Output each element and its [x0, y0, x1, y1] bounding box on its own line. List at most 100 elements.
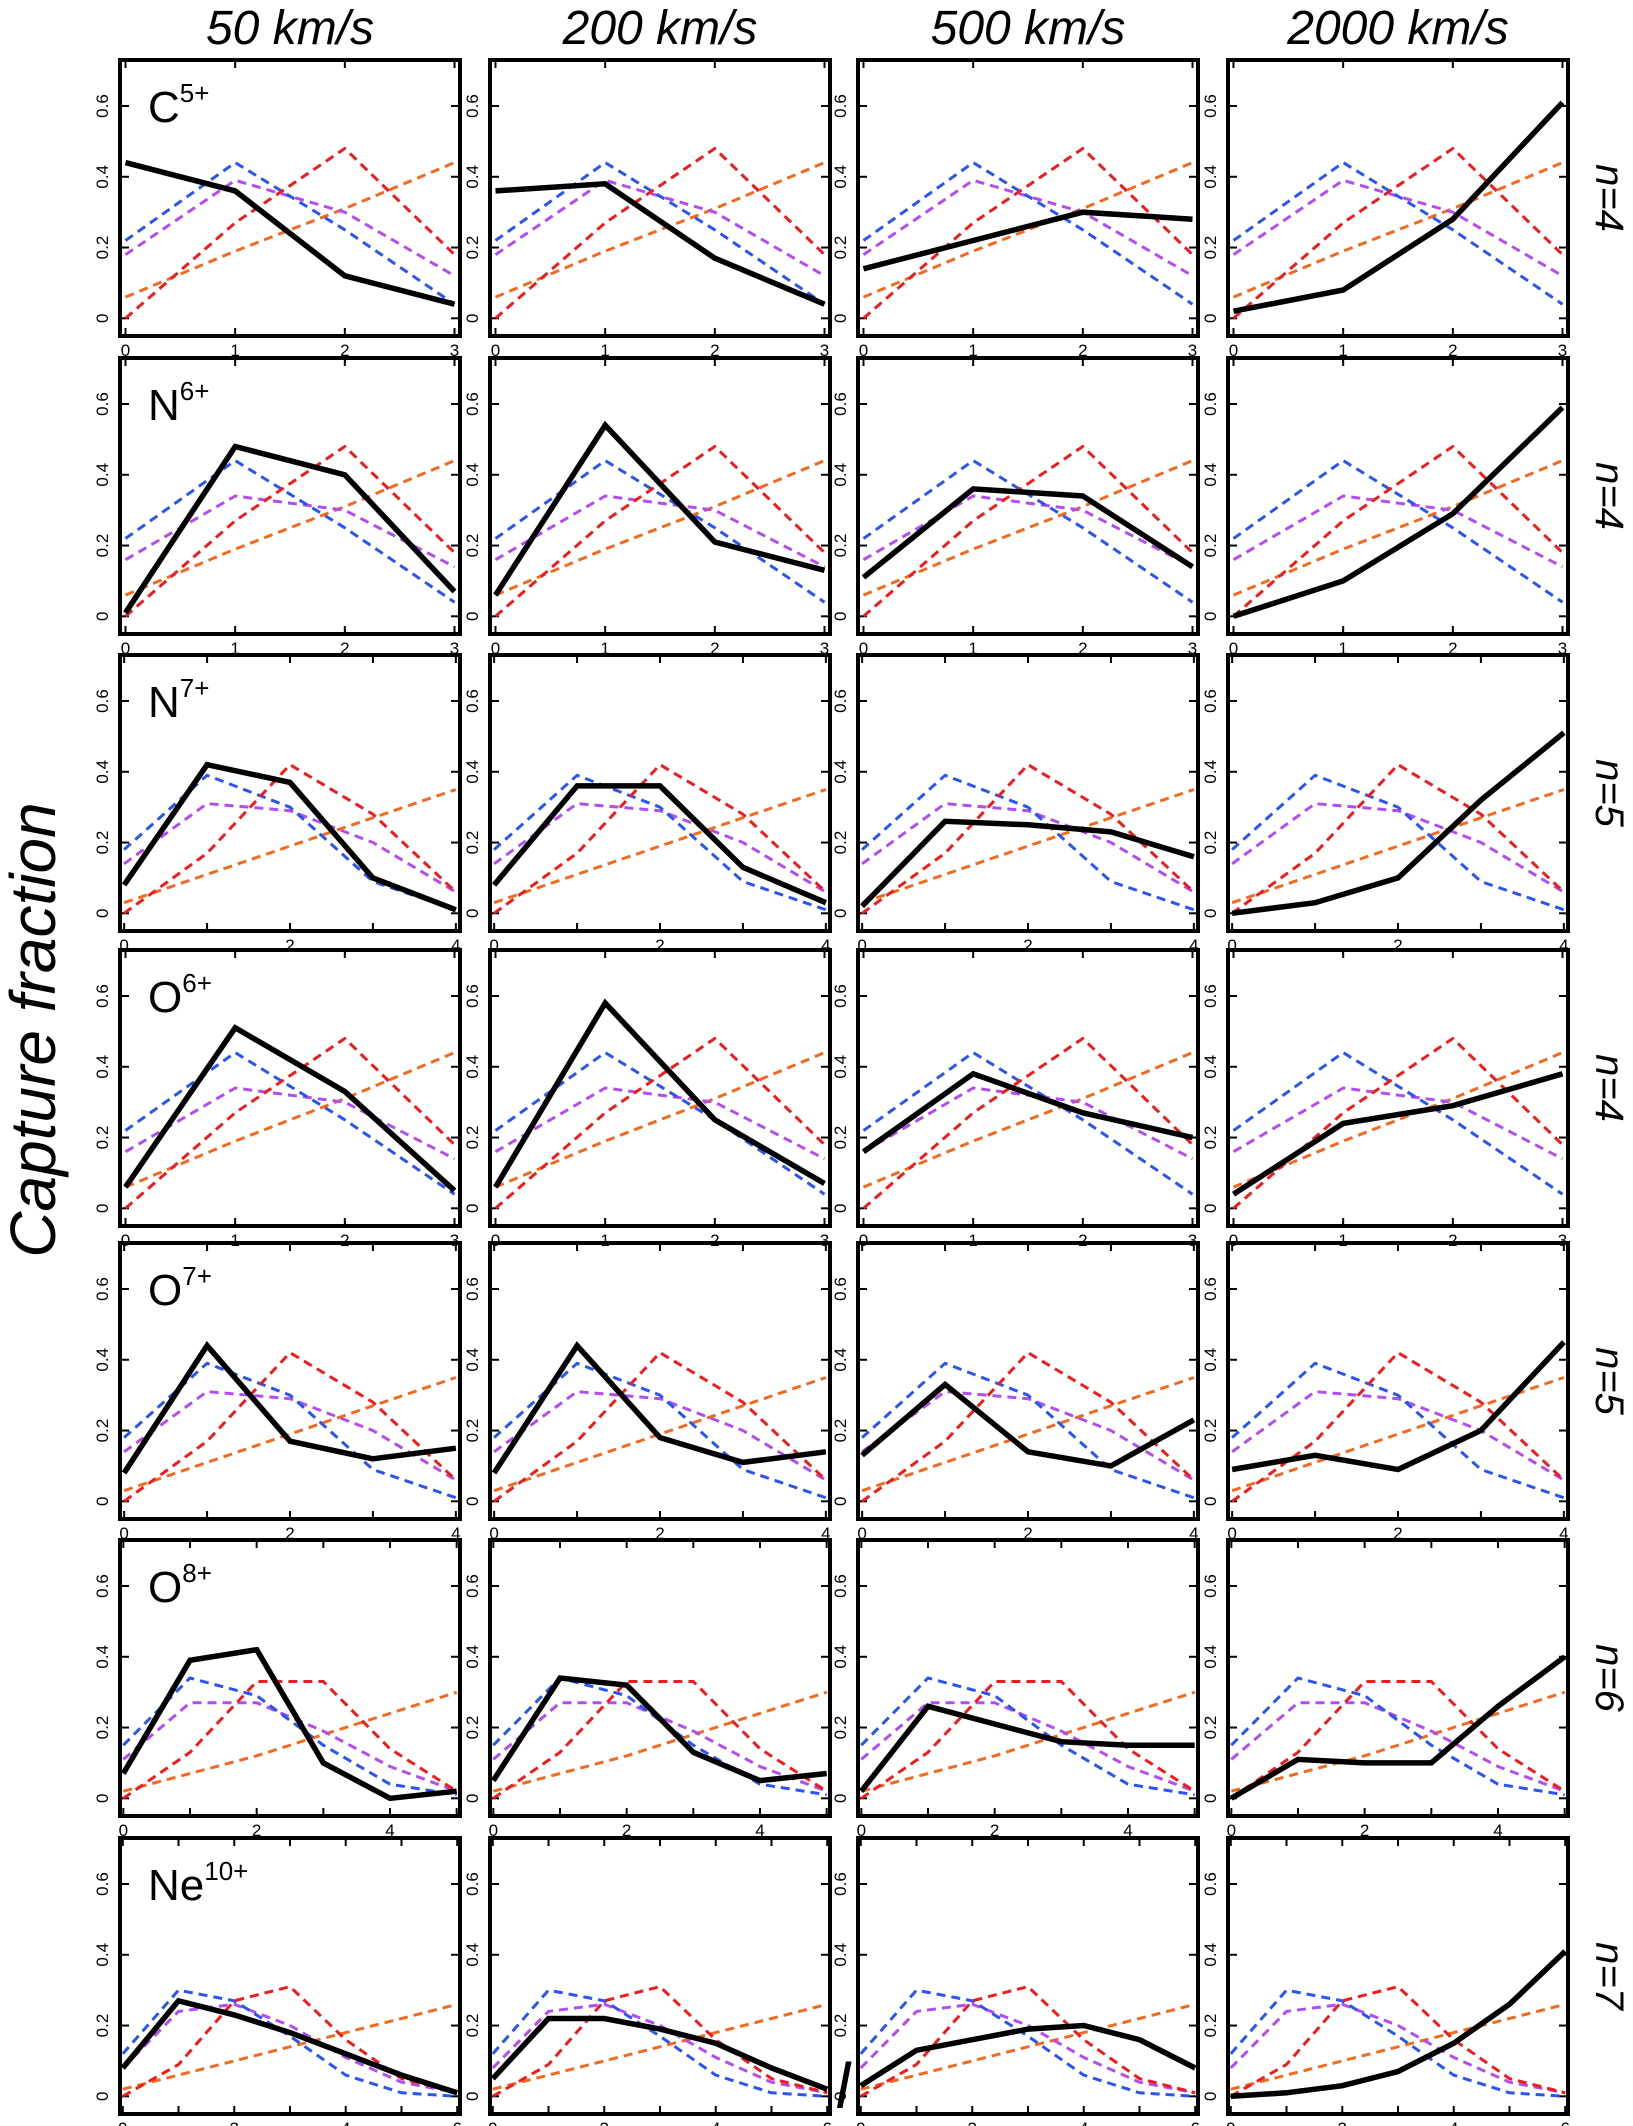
y-tick-label: 0.6 — [463, 984, 482, 1008]
series-line-purple — [124, 178, 456, 278]
series-line-purple — [494, 1086, 826, 1161]
y-tick-label: 0 — [463, 612, 482, 621]
y-tick-label: 0.6 — [1201, 1277, 1220, 1301]
ion-symbol: C — [148, 83, 180, 132]
x-tick-label: 3 — [1188, 639, 1197, 658]
y-tick-label: 0 — [463, 1204, 482, 1213]
x-tick-label: 1 — [230, 341, 239, 360]
y-tick-label: 0.4 — [1201, 1645, 1220, 1669]
column-title: 500 km/s — [931, 2, 1126, 55]
series-line-black — [491, 783, 827, 906]
x-tick-label: 3 — [1558, 341, 1567, 360]
ion-symbol: Ne — [148, 1861, 204, 1910]
series-line-purple — [859, 2002, 1196, 2095]
series-line-red — [860, 1680, 1196, 1800]
series-line-blue — [124, 160, 456, 306]
x-tick-label: 3 — [1188, 341, 1197, 360]
x-tick-label: 2 — [1393, 936, 1402, 955]
y-tick-label: 0.2 — [831, 1419, 850, 1443]
series-line-blue — [491, 1988, 828, 2098]
series-line-black — [1232, 1071, 1564, 1197]
series-line-red — [124, 444, 456, 618]
series-line-blue — [124, 1050, 456, 1196]
panel-0-0: 0 0.2 0.4 0.6 0 1 2 3 C5+ — [93, 58, 462, 360]
y-tick-label: 0.6 — [93, 392, 112, 416]
series-line-red — [493, 762, 827, 915]
x-tick-label: 0 — [489, 936, 498, 955]
panel-6-3: 0 0.2 0.4 0.6 0 2 4 6 — [1201, 1836, 1570, 2126]
panel-frame — [856, 653, 1200, 933]
y-tick-label: 0.6 — [463, 94, 482, 118]
series-line-black — [120, 1646, 457, 1802]
x-tick-label: 4 — [1123, 1821, 1132, 1840]
panel-frame — [1226, 1241, 1570, 1521]
x-tick-label: 2 — [1078, 341, 1087, 360]
series-line-red — [122, 1984, 458, 2098]
y-tick-label: 0.6 — [93, 984, 112, 1008]
x-tick-label: 4 — [385, 1821, 394, 1840]
x-tick-label: 2 — [285, 936, 294, 955]
x-tick-label: 0 — [1227, 936, 1236, 955]
x-tick-label: 2 — [1448, 1231, 1457, 1250]
y-tick-label: 0.6 — [463, 1872, 482, 1896]
ion-symbol: N — [148, 381, 180, 430]
column-title: 50 km/s — [206, 2, 374, 55]
y-tick-label: 0.4 — [831, 1943, 850, 1967]
series-line-black — [860, 818, 1195, 909]
x-tick-label: 0 — [857, 1821, 866, 1840]
x-tick-label: 1 — [600, 639, 609, 658]
series-line-orange — [1231, 788, 1565, 905]
series-line-orange — [1230, 2002, 1566, 2091]
ion-charge: 7+ — [182, 1261, 212, 1291]
x-tick-label: 1 — [968, 341, 977, 360]
y-tick-label: 0.4 — [463, 463, 482, 487]
x-tick-label: 2 — [655, 1524, 664, 1543]
panel-frame — [488, 356, 832, 636]
series-line-purple — [494, 494, 826, 569]
panel-5-3: 0 0.2 0.4 0.6 0 2 4 — [1201, 1538, 1570, 1840]
panel-0-2: 0 0.2 0.4 0.6 0 1 2 3 — [831, 58, 1200, 360]
x-tick-label: 0 — [119, 1821, 128, 1840]
x-tick-label: 4 — [711, 2119, 720, 2126]
y-tick-label: 0.6 — [1201, 1872, 1220, 1896]
series-line-black — [123, 443, 457, 615]
series-line-purple — [1229, 2002, 1566, 2095]
x-tick-label: 0 — [119, 936, 128, 955]
x-tick-label: 0 — [491, 1231, 500, 1250]
ion-label: O7+ — [148, 1261, 212, 1315]
x-tick-label: 2 — [990, 1821, 999, 1840]
ion-charge: 6+ — [180, 376, 210, 406]
n-label: n=4 — [1587, 164, 1631, 232]
series-line-red — [1232, 1036, 1564, 1210]
series-line-red — [862, 444, 1194, 618]
panel-frame — [1226, 356, 1570, 636]
x-tick-label: 2 — [1448, 341, 1457, 360]
x-tick-label: 4 — [451, 936, 460, 955]
x-axis-label: l — [836, 2050, 852, 2122]
x-tick-label: 4 — [1559, 1524, 1568, 1543]
series-line-purple — [862, 494, 1194, 569]
series-line-purple — [1231, 1390, 1565, 1482]
series-line-purple — [1231, 802, 1565, 894]
x-tick-label: 4 — [1079, 2119, 1088, 2126]
column-title: 2000 km/s — [1286, 2, 1508, 55]
y-tick-label: 0.2 — [1201, 1126, 1220, 1150]
y-tick-label: 0.6 — [463, 1277, 482, 1301]
x-tick-label: 0 — [857, 1524, 866, 1543]
panel-frame — [488, 1538, 832, 1818]
series-line-red — [493, 1350, 827, 1503]
y-tick-label: 0.2 — [93, 1126, 112, 1150]
x-tick-label: 2 — [1078, 1231, 1087, 1250]
y-tick-label: 0.6 — [93, 1872, 112, 1896]
y-tick-label: 0.2 — [831, 236, 850, 260]
series-line-black — [121, 761, 457, 913]
series-line-black — [121, 1341, 457, 1475]
series-line-purple — [862, 178, 1194, 278]
x-tick-label: 3 — [450, 639, 459, 658]
x-tick-label: 4 — [451, 1524, 460, 1543]
y-tick-label: 0.6 — [831, 1872, 850, 1896]
y-tick-label: 0.6 — [1201, 1574, 1220, 1598]
panel-frame — [118, 1538, 462, 1818]
y-tick-label: 0 — [463, 1497, 482, 1506]
y-tick-label: 0.4 — [831, 760, 850, 784]
